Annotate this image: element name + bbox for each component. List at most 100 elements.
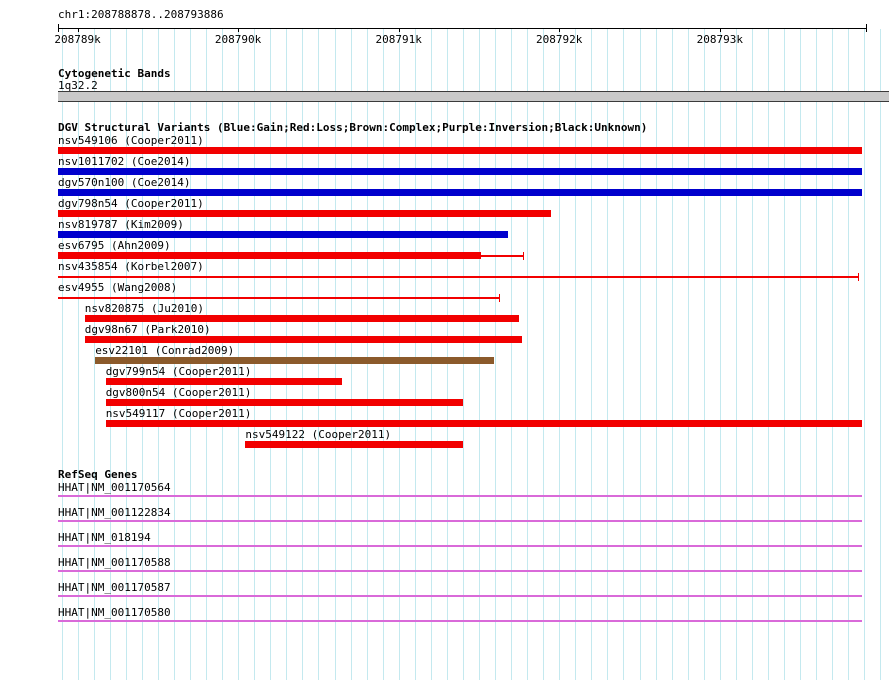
grid-line	[848, 29, 850, 680]
variant-bar[interactable]	[105, 399, 463, 406]
grid-line	[462, 29, 464, 680]
variant-label[interactable]: nsv435854 (Korbel2007)	[58, 260, 204, 273]
grid-line	[655, 29, 657, 680]
variant-end-tick	[499, 294, 500, 302]
ruler-axis-line	[58, 28, 866, 29]
gene-line[interactable]	[58, 495, 862, 497]
variant-label[interactable]: esv6795 (Ahn2009)	[58, 239, 171, 252]
grid-line	[206, 29, 207, 680]
variant-label[interactable]: nsv820875 (Ju2010)	[84, 302, 205, 315]
grid-line	[254, 29, 256, 680]
cytoband-bar[interactable]	[58, 91, 889, 102]
variant-bar[interactable]	[58, 147, 862, 154]
variant-bar[interactable]	[105, 420, 862, 427]
grid-line	[222, 29, 224, 680]
variant-label[interactable]: dgv800n54 (Cooper2011)	[105, 386, 252, 399]
gene-line[interactable]	[58, 545, 862, 547]
ruler-tick-label: 208791k	[375, 33, 422, 46]
grid-line	[141, 29, 143, 680]
variant-range-line	[480, 255, 523, 257]
gene-line[interactable]	[58, 595, 862, 597]
variant-bar[interactable]	[95, 357, 495, 364]
gene-line[interactable]	[58, 520, 862, 522]
variant-bar[interactable]	[58, 189, 862, 196]
variant-label[interactable]: nsv819787 (Kim2009)	[58, 218, 184, 231]
variant-end-tick	[857, 273, 859, 281]
grid-line	[767, 29, 769, 680]
grid-line	[157, 29, 159, 680]
refseq-section-title: RefSeq Genes	[58, 468, 138, 481]
variant-bar[interactable]	[58, 231, 508, 238]
grid-line	[607, 29, 609, 680]
grid-line	[398, 29, 400, 680]
variant-label[interactable]: nsv549117 (Cooper2011)	[105, 407, 252, 420]
grid-line	[93, 29, 95, 680]
grid-line	[61, 29, 63, 680]
gene-line[interactable]	[58, 620, 862, 622]
grid-line	[880, 29, 882, 680]
variant-bar[interactable]	[105, 378, 342, 385]
grid-line	[446, 29, 448, 680]
grid-line	[800, 29, 801, 680]
grid-line	[270, 29, 272, 680]
cytobands-section-title: Cytogenetic Bands	[58, 67, 171, 80]
gene-line[interactable]	[58, 570, 862, 572]
variant-label[interactable]: nsv549106 (Cooper2011)	[58, 134, 204, 147]
gene-label[interactable]: HHAT|NM_001170588	[58, 556, 171, 569]
dgv-section-title: DGV Structural Variants (Blue:Gain;Red:L…	[58, 121, 648, 134]
variant-label[interactable]: dgv98n67 (Park2010)	[84, 323, 211, 336]
variant-bar[interactable]	[58, 276, 858, 278]
variant-bar[interactable]	[84, 336, 523, 343]
region-label: chr1:208788878..208793886	[58, 8, 224, 21]
variant-bar[interactable]	[58, 168, 862, 175]
grid-line	[286, 29, 288, 680]
variant-bar[interactable]	[58, 210, 552, 217]
gene-label[interactable]: HHAT|NM_001170564	[58, 481, 171, 494]
variant-label[interactable]: dgv570n100 (Coe2014)	[58, 176, 191, 189]
variant-label[interactable]: nsv1011702 (Coe2014)	[58, 155, 191, 168]
gene-label[interactable]: HHAT|NM_001122834	[58, 506, 171, 519]
variant-bar[interactable]	[245, 441, 463, 448]
grid-line	[495, 29, 496, 680]
gene-label[interactable]: HHAT|NM_001170580	[58, 606, 171, 619]
gene-label[interactable]: HHAT|NM_001170587	[58, 581, 171, 594]
ruler-end-tick	[58, 24, 59, 32]
grid-line	[173, 29, 175, 680]
ruler-tick-label: 208789k	[54, 33, 101, 46]
variant-label[interactable]: esv22101 (Conrad2009)	[95, 344, 235, 357]
grid-line	[478, 29, 480, 680]
ruler-major-tick	[77, 28, 79, 32]
gene-label[interactable]: HHAT|NM_018194	[58, 531, 151, 544]
grid-line	[318, 29, 320, 680]
variant-label[interactable]: nsv549122 (Cooper2011)	[245, 428, 392, 441]
grid-line	[302, 29, 304, 680]
ruler-end-tick	[866, 24, 867, 32]
grid-line	[687, 29, 689, 680]
grid-line	[816, 29, 818, 680]
cytoband-name: 1q32.2	[58, 79, 98, 92]
grid-line	[751, 29, 753, 680]
variant-bar[interactable]	[58, 252, 481, 259]
ruler-tick-label: 208793k	[696, 33, 743, 46]
grid-line	[864, 29, 866, 680]
grid-line	[382, 29, 384, 680]
variant-label[interactable]: dgv799n54 (Cooper2011)	[105, 365, 252, 378]
grid-line	[238, 29, 240, 680]
ruler-major-tick	[559, 28, 561, 32]
variant-bar[interactable]	[84, 315, 520, 322]
grid-line	[832, 29, 834, 680]
variant-label[interactable]: esv4955 (Wang2008)	[58, 281, 178, 294]
variant-label[interactable]: dgv798n54 (Cooper2011)	[58, 197, 204, 210]
grid-line	[366, 29, 368, 680]
ruler-major-tick	[238, 28, 240, 32]
grid-line	[543, 29, 545, 680]
grid-line	[703, 29, 705, 680]
variant-bar[interactable]	[58, 297, 499, 299]
grid-line	[350, 29, 352, 680]
ruler-tick-label: 208792k	[536, 33, 583, 46]
grid-line	[109, 29, 111, 680]
grid-line	[77, 29, 79, 680]
grid-line	[575, 29, 577, 680]
